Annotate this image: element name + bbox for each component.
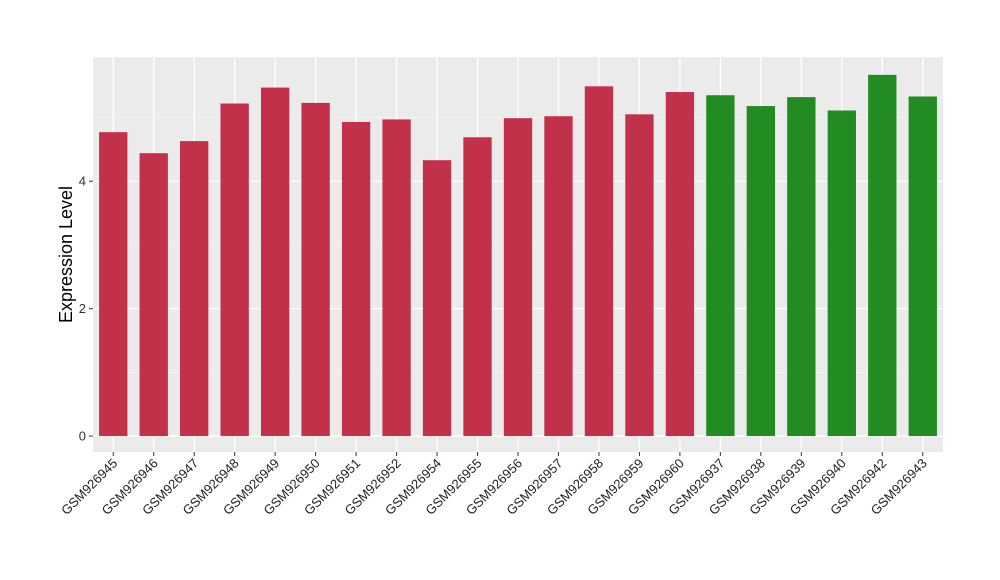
y-tick-label: 0 xyxy=(79,429,86,444)
bar-GSM926952 xyxy=(382,119,411,437)
y-axis: 0 2 4 xyxy=(79,174,93,444)
y-tick-label: 4 xyxy=(79,174,86,189)
bar-GSM926957 xyxy=(544,116,573,437)
bar-GSM926948 xyxy=(220,103,249,437)
y-tick-label: 2 xyxy=(79,301,86,316)
bar-GSM926951 xyxy=(341,121,371,437)
bar-GSM926947 xyxy=(180,141,209,437)
bar-GSM926956 xyxy=(503,118,533,437)
bar-GSM926950 xyxy=(301,102,330,437)
bar-GSM926959 xyxy=(625,114,654,437)
bar-GSM926945 xyxy=(99,132,128,437)
bars xyxy=(99,74,937,437)
bar-GSM926940 xyxy=(827,110,856,437)
bar-GSM926949 xyxy=(260,87,290,437)
bar-GSM926943 xyxy=(908,96,937,437)
bar-GSM926937 xyxy=(706,95,735,437)
bar-GSM926960 xyxy=(665,92,695,437)
y-axis-title: Expression Level xyxy=(56,186,76,323)
x-axis: GSM926945GSM926946GSM926947GSM926948GSM9… xyxy=(58,452,930,518)
bar-GSM926954 xyxy=(422,160,452,437)
bar-GSM926955 xyxy=(463,137,492,437)
bar-GSM926939 xyxy=(787,97,816,437)
bar-GSM926958 xyxy=(584,86,614,437)
bar-GSM926938 xyxy=(746,106,776,437)
bar-GSM926946 xyxy=(139,153,168,437)
bar-GSM926942 xyxy=(868,74,897,437)
